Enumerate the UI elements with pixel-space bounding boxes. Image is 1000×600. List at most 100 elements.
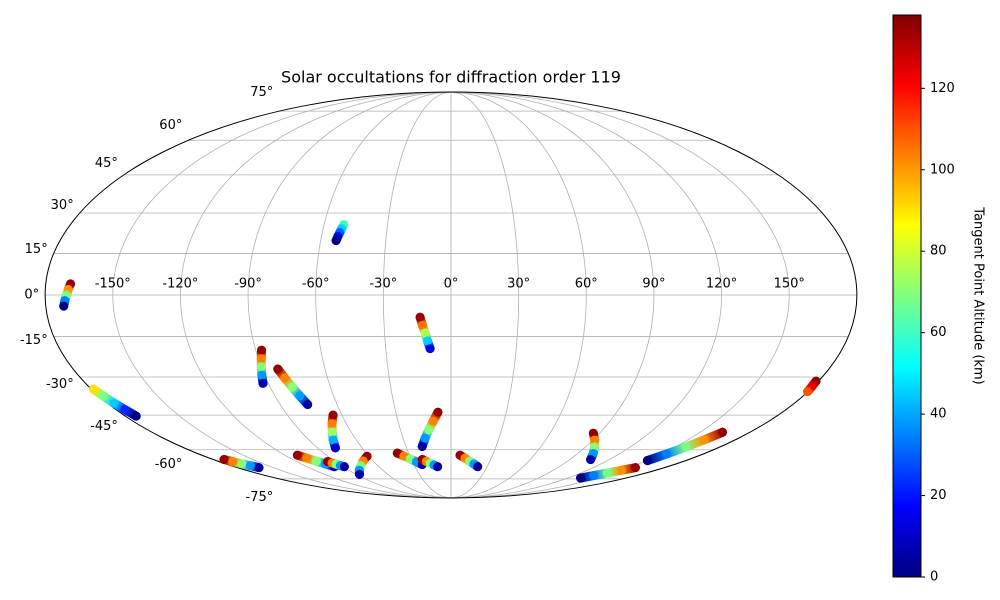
data-point [120, 404, 130, 414]
grid-line [382, 91, 452, 499]
data-point [699, 435, 709, 445]
y-tick-label: -45° [90, 419, 118, 434]
x-tick-label: 120° [706, 277, 737, 292]
data-point [718, 427, 728, 437]
data-point [327, 427, 337, 437]
x-tick-label: -30° [369, 277, 397, 292]
grid-line [450, 91, 520, 499]
data-point [327, 419, 337, 429]
data-point [292, 450, 302, 460]
data-point [425, 344, 435, 354]
data-point [602, 468, 612, 478]
data-point [642, 456, 652, 466]
data-point [245, 461, 255, 471]
grid-line [450, 91, 655, 499]
data-point [417, 441, 427, 451]
data-point [287, 382, 297, 392]
x-tick-label: 150° [774, 277, 805, 292]
data-point [354, 469, 364, 479]
data-point [576, 473, 586, 483]
data-point [630, 463, 640, 473]
y-tick-label: 45° [95, 156, 118, 171]
grid-line [450, 91, 722, 499]
data-point [302, 453, 312, 463]
colorbar-label: Tangent Point Altitude (km) [971, 206, 986, 384]
data-point [590, 435, 600, 445]
y-tick-label: -75° [246, 490, 274, 505]
data-point [589, 471, 599, 481]
data-point [237, 459, 247, 469]
y-tick-label: 30° [51, 198, 74, 213]
y-tick-label: -30° [46, 377, 74, 392]
grid-line [112, 91, 452, 499]
data-point [257, 345, 267, 355]
x-tick-label: -150° [95, 277, 131, 292]
y-tick-label: 0° [24, 288, 39, 303]
data-point [303, 400, 313, 410]
data-point [258, 378, 268, 388]
chart-title: Solar occultations for diffraction order… [281, 68, 621, 87]
data-point [588, 428, 598, 438]
colorbar-tick-label: 80 [930, 244, 947, 259]
data-point [273, 364, 283, 374]
y-tick-label: 60° [159, 118, 182, 133]
y-tick-label: 75° [250, 85, 273, 100]
data-point [415, 312, 425, 322]
grid-line [180, 91, 452, 499]
data-point [256, 354, 266, 364]
x-tick-label: -60° [302, 277, 330, 292]
data-point [254, 463, 264, 473]
data-point [219, 455, 229, 465]
data-point [433, 407, 443, 417]
grid-line [450, 91, 587, 499]
x-tick-label: 60° [575, 277, 598, 292]
data-point [257, 370, 267, 380]
colorbar-tick-label: 100 [930, 162, 955, 177]
grid-line [247, 91, 452, 499]
data-point [433, 462, 443, 472]
data-point [662, 449, 672, 459]
data-point [280, 373, 290, 383]
data-point [131, 411, 141, 421]
colorbar-tick-label: 40 [930, 407, 947, 422]
data-point [616, 465, 626, 475]
data-point [89, 384, 99, 394]
data-point [59, 301, 69, 311]
y-tick-label: -15° [20, 333, 48, 348]
grid-line [315, 91, 452, 499]
data-point [339, 462, 349, 472]
data-point [803, 387, 813, 397]
y-tick-label: 15° [25, 242, 48, 257]
data-point [422, 336, 432, 346]
x-tick-label: 0° [444, 277, 459, 292]
data-point [311, 456, 321, 466]
y-tick-label: -60° [155, 457, 183, 472]
colorbar-tick-label: 120 [930, 81, 955, 96]
data-point [228, 457, 238, 467]
data-point [295, 391, 305, 401]
data-point [98, 391, 108, 401]
colorbar-tick-label: 20 [930, 488, 947, 503]
data-point [417, 320, 427, 330]
data-point [473, 462, 483, 472]
data-point [428, 416, 438, 426]
data-point [109, 398, 119, 408]
map-boundary [44, 91, 858, 499]
data-point [681, 442, 691, 452]
x-tick-label: 90° [642, 277, 665, 292]
data-point [331, 236, 341, 246]
x-tick-label: -90° [234, 277, 262, 292]
data-point [420, 328, 430, 338]
data-point [256, 362, 266, 372]
data-point [328, 435, 338, 445]
x-tick-label: 30° [507, 277, 530, 292]
data-point [330, 443, 340, 453]
colorbar [892, 14, 922, 578]
data-point [328, 410, 338, 420]
data-point [420, 433, 430, 443]
colorbar-tick-label: 60 [930, 325, 947, 340]
colorbar-tick-label: 0 [930, 570, 938, 585]
data-point [424, 425, 434, 435]
data-point [586, 455, 596, 465]
